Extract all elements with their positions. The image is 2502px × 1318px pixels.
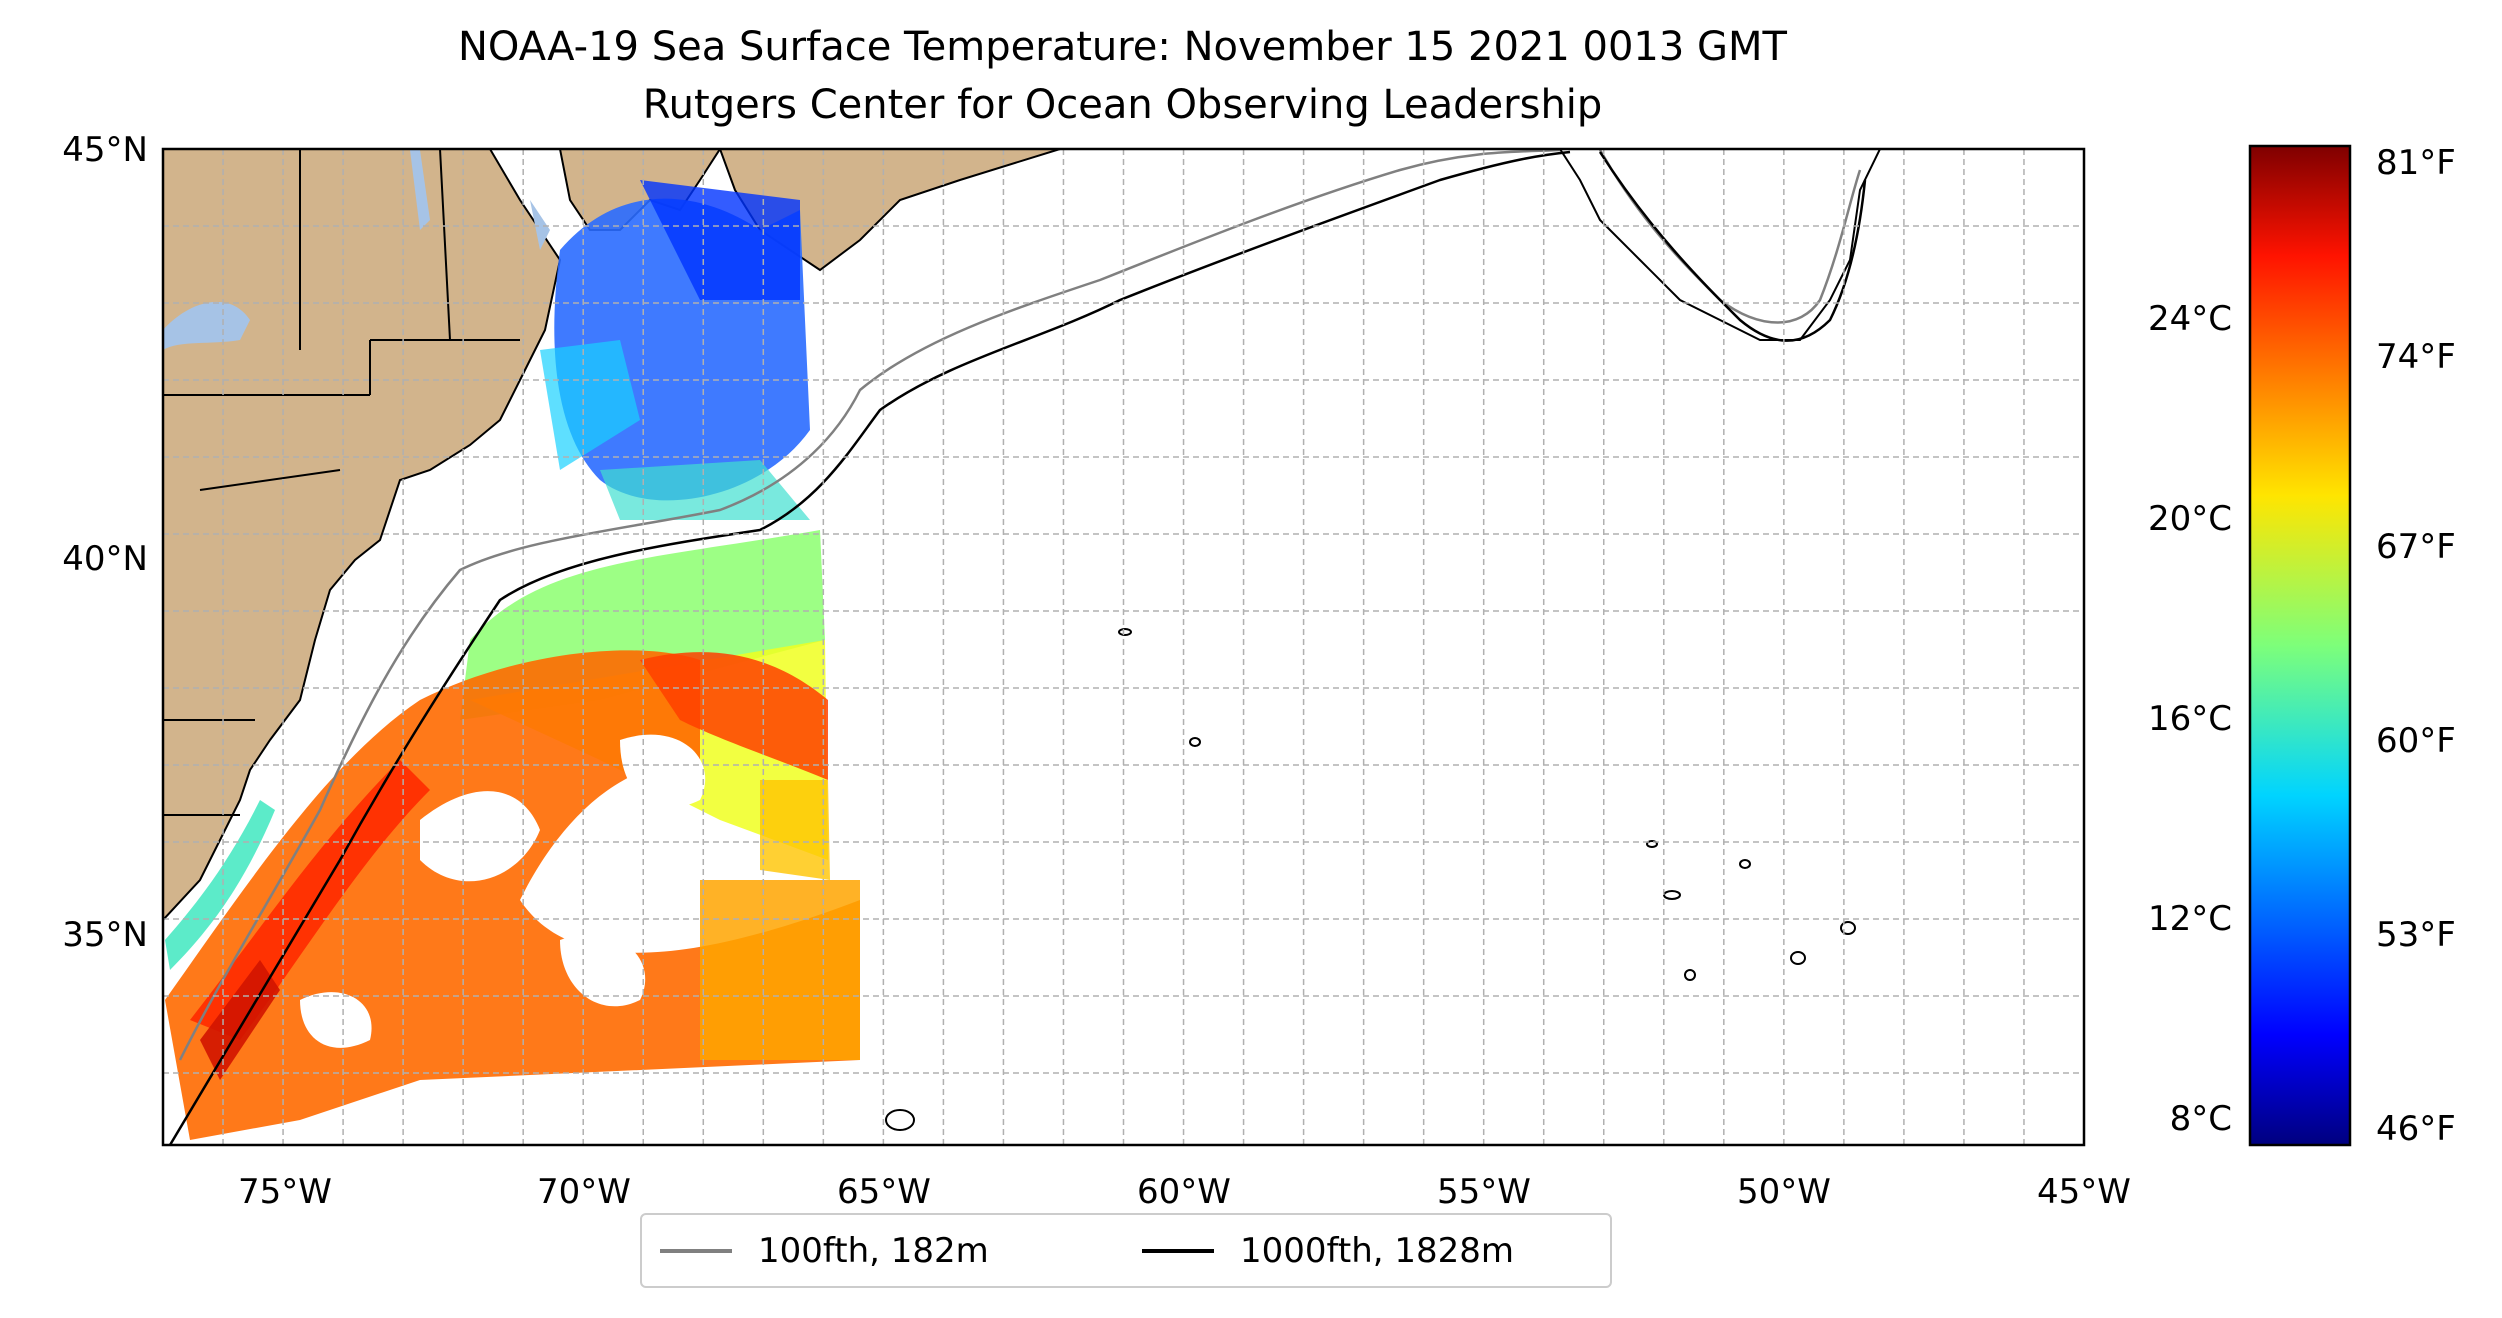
colorbar-fahrenheit-tick: 46°F [2376, 1109, 2456, 1149]
colorbar-gradient [2248, 144, 2352, 1147]
colorbar-celsius-tick: 20°C [2148, 499, 2232, 539]
lon-tick-label: 75°W [238, 1172, 332, 1212]
gridlines [163, 149, 2084, 1145]
legend-item-100fth: 100fth, 182m [660, 1227, 989, 1275]
colorbar-fahrenheit-tick: 81°F [2376, 143, 2456, 183]
map-frame [161, 147, 2086, 1147]
lat-tick-label: 45°N [62, 130, 148, 170]
colorbar-fahrenheit-tick: 53°F [2376, 915, 2456, 955]
legend-label: 1000fth, 1828m [1240, 1231, 1515, 1271]
lakes [163, 150, 550, 350]
land-newfoundland [1558, 149, 1882, 341]
colorbar-fahrenheit-tick: 74°F [2376, 337, 2456, 377]
chart-title: NOAA-19 Sea Surface Temperature: Novembe… [458, 24, 1787, 70]
lon-tick-label: 65°W [837, 1172, 931, 1212]
lon-tick-label: 60°W [1137, 1172, 1231, 1212]
lon-tick-label: 70°W [537, 1172, 631, 1212]
lon-tick-label: 55°W [1437, 1172, 1531, 1212]
legend-item-1000fth: 1000fth, 1828m [1142, 1227, 1514, 1275]
colorbar-celsius-tick: 16°C [2148, 699, 2232, 739]
lon-tick-label: 45°W [2037, 1172, 2131, 1212]
colorbar-celsius-tick: 24°C [2148, 299, 2232, 339]
colorbar-celsius-tick: 12°C [2148, 899, 2232, 939]
legend-line-gray [660, 1249, 732, 1253]
lon-tick-label: 50°W [1737, 1172, 1831, 1212]
colorbar-fahrenheit-tick: 60°F [2376, 721, 2456, 761]
islands [885, 628, 1856, 1131]
lat-tick-label: 35°N [62, 915, 148, 955]
legend-label: 100fth, 182m [758, 1231, 989, 1271]
lon-axis: 75°W 70°W 65°W 60°W 55°W 50°W 45°W [238, 1172, 2131, 1212]
chart-subtitle: Rutgers Center for Ocean Observing Leade… [642, 82, 1603, 128]
colorbar: 24°C 20°C 16°C 12°C 8°C 81°F 74°F 67°F 6… [2148, 143, 2456, 1149]
sst-swath [165, 180, 860, 1140]
colorbar-celsius-tick: 8°C [2170, 1099, 2232, 1139]
lat-axis: 45°N 40°N 35°N [62, 130, 148, 955]
lat-tick-label: 40°N [62, 539, 148, 579]
land-north-america [163, 149, 562, 922]
state-borders [163, 149, 520, 816]
isobath-100fth [178, 149, 1862, 1061]
legend-line-black [1142, 1249, 1214, 1253]
map-plot-area [163, 149, 2084, 1145]
colorbar-fahrenheit-tick: 67°F [2376, 527, 2456, 567]
legend: 100fth, 182m 1000fth, 1828m [640, 1213, 1612, 1288]
